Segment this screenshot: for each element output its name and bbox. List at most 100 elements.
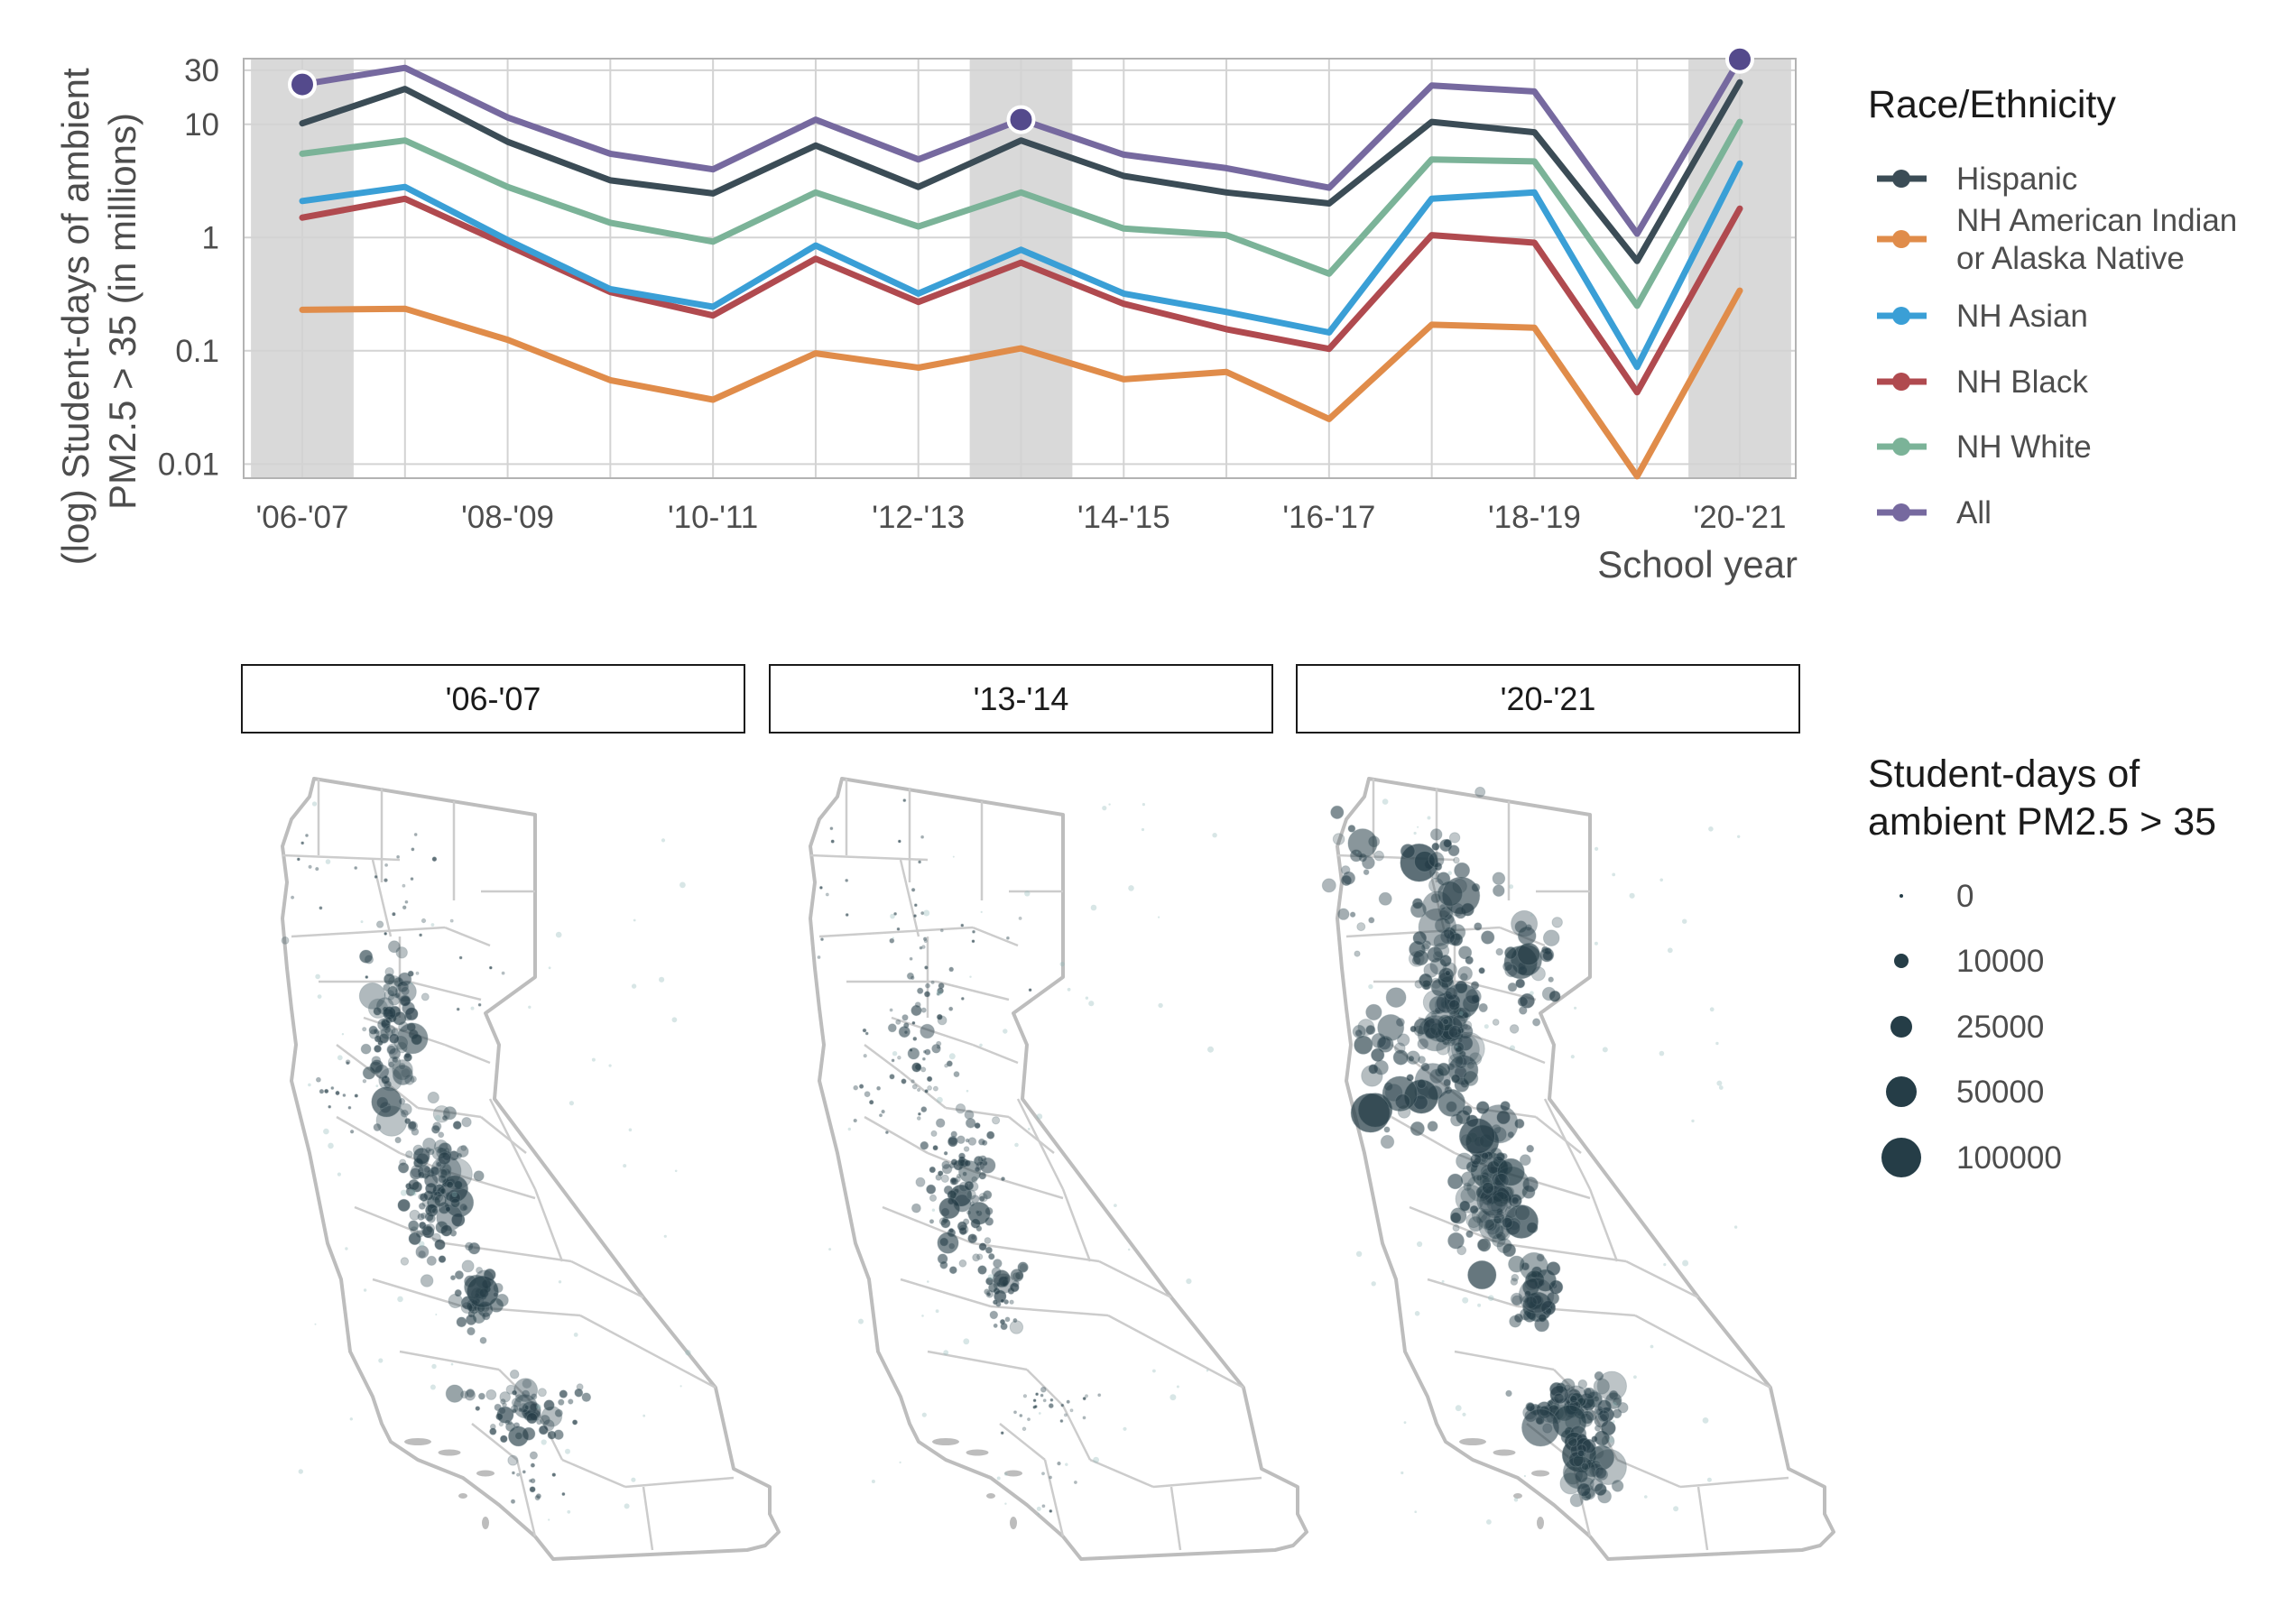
school-bubble [421, 1225, 435, 1239]
school-bubble [1041, 1472, 1045, 1476]
school-bubble [456, 1316, 467, 1328]
school-bubble [1493, 1173, 1510, 1189]
school-bubble [424, 1147, 432, 1154]
school-bubble [884, 1130, 889, 1135]
school-bubble [1476, 1239, 1490, 1251]
school-bubble [1594, 1425, 1602, 1432]
school-bubble [1397, 1033, 1410, 1047]
school-bubble [529, 1451, 538, 1460]
school-bubble [404, 1118, 411, 1125]
school-bubble [1477, 1303, 1482, 1307]
school-bubble [476, 1267, 484, 1274]
school-bubble [1356, 922, 1366, 932]
school-bubble [1581, 1438, 1596, 1454]
school-bubble [608, 1064, 612, 1067]
school-bubble [1531, 1294, 1543, 1306]
school-bubble [498, 1421, 504, 1427]
school-bubble [1475, 1101, 1490, 1115]
school-bubble [383, 983, 391, 992]
county-boundary [371, 859, 393, 937]
school-bubble [354, 866, 358, 870]
school-bubble [384, 878, 388, 882]
school-bubble [685, 1350, 691, 1356]
school-bubble [1434, 917, 1451, 934]
school-bubble [1090, 904, 1097, 911]
school-bubble [1667, 947, 1673, 954]
school-bubble [1511, 1273, 1520, 1282]
y-axis-title-line-2: PM2.5 > 35 (in millions) [101, 113, 143, 510]
x-tick-label: '20-'21 [1694, 500, 1787, 535]
school-bubble [380, 1019, 391, 1029]
school-bubble [941, 1163, 953, 1175]
size-legend-key [1900, 894, 1903, 898]
school-bubble [898, 1026, 911, 1038]
county-boundary [1679, 1476, 1789, 1489]
school-bubble [1414, 979, 1424, 989]
school-bubble [337, 1055, 343, 1061]
school-bubble [448, 1191, 461, 1204]
school-bubble [915, 1176, 926, 1187]
school-bubble [911, 1062, 922, 1073]
school-bubble [1049, 1475, 1053, 1480]
school-bubble [337, 1172, 341, 1176]
county-boundary [1098, 1260, 1172, 1299]
county-boundary [999, 1423, 1046, 1461]
island [404, 1438, 431, 1445]
county-boundary [498, 1369, 536, 1407]
school-bubble [1462, 1296, 1469, 1304]
school-bubble [940, 1218, 951, 1229]
size-legend-item: 100000 [1881, 1138, 2062, 1177]
school-bubble [1420, 979, 1432, 991]
school-bubble [1453, 856, 1460, 864]
school-bubble [1014, 1142, 1019, 1148]
school-bubble [1362, 855, 1375, 870]
school-bubble [529, 1486, 536, 1493]
school-bubble [384, 931, 388, 936]
school-bubble [1493, 1215, 1502, 1225]
school-bubble [971, 939, 975, 944]
school-bubble [972, 929, 975, 934]
school-bubble [1659, 1050, 1665, 1057]
school-bubble [1410, 901, 1428, 918]
school-bubble [1370, 1047, 1385, 1062]
school-bubble [878, 1113, 883, 1118]
school-bubble [988, 1252, 995, 1260]
county-boundary [1152, 1476, 1262, 1489]
school-bubble [1418, 1056, 1426, 1065]
school-bubble [923, 938, 928, 944]
school-bubble [418, 1250, 427, 1259]
island [1513, 1493, 1522, 1499]
school-bubble [402, 883, 406, 888]
size-legend-item: 50000 [1886, 1075, 2044, 1110]
school-bubble [980, 910, 983, 913]
school-bubble [481, 1311, 491, 1321]
school-bubble [902, 798, 907, 803]
school-bubble [1455, 1046, 1458, 1048]
school-bubble [410, 982, 413, 985]
school-bubble [1545, 1306, 1553, 1315]
school-bubble [935, 1118, 946, 1129]
county-boundary [408, 980, 482, 1001]
facet-strip-label: '20-'21 [1501, 680, 1596, 717]
school-bubble [1060, 1403, 1065, 1407]
school-bubble [845, 878, 849, 882]
school-bubble [558, 1280, 562, 1284]
school-bubble [325, 859, 331, 864]
legend-label: All [1956, 495, 1992, 531]
school-bubble [1511, 909, 1539, 937]
school-bubble [369, 1060, 384, 1075]
school-bubble [397, 1162, 410, 1174]
school-bubble [1460, 973, 1468, 982]
school-bubble [892, 937, 894, 939]
school-bubble [1659, 878, 1663, 882]
school-bubble [1526, 1222, 1539, 1234]
school-bubble [370, 1059, 384, 1074]
school-bubble [1496, 1158, 1525, 1186]
school-bubble [1644, 1495, 1648, 1499]
school-bubble [398, 1062, 406, 1071]
school-bubble [335, 1090, 340, 1096]
school-bubble [1575, 1469, 1588, 1483]
school-bubble [1617, 1402, 1629, 1414]
school-bubble [1368, 983, 1373, 990]
school-bubble [1093, 1456, 1099, 1463]
